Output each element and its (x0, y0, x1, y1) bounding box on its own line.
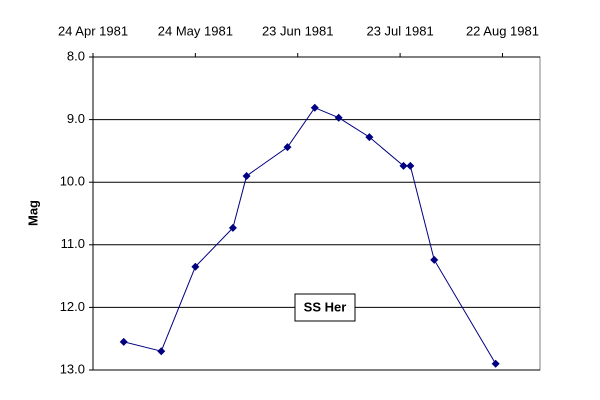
x-tick-label: 23 Jun 1981 (262, 23, 334, 38)
y-tick-label: 10.0 (60, 174, 85, 189)
data-point (157, 347, 166, 356)
x-tick-label: 24 May 1981 (158, 23, 233, 38)
data-point (334, 113, 343, 122)
data-point (406, 161, 415, 170)
annotation: SS Her (304, 299, 347, 314)
x-tick-label: 23 Jul 1981 (366, 23, 433, 38)
plot-area (92, 56, 541, 371)
y-tick-label: 12.0 (60, 299, 85, 314)
y-axis-label: Mag (25, 200, 40, 226)
data-point (365, 133, 374, 142)
data-point (119, 337, 128, 346)
data-line (123, 107, 497, 364)
data-point (242, 171, 251, 180)
data-point (283, 143, 292, 152)
data-point (191, 262, 200, 271)
y-tick-label: 9.0 (67, 111, 85, 126)
y-tick-label: 11.0 (61, 236, 85, 251)
data-point (228, 223, 237, 232)
y-tick-label: 8.0 (67, 48, 85, 63)
data-point (430, 255, 439, 264)
x-tick-label: 24 Apr 1981 (58, 23, 128, 38)
data-point (491, 359, 500, 368)
x-tick-label: 22 Aug 1981 (466, 23, 539, 38)
data-point (399, 161, 408, 170)
y-tick-label: 13.0 (60, 361, 85, 376)
data-point (310, 103, 319, 112)
annotation-box (294, 293, 356, 322)
